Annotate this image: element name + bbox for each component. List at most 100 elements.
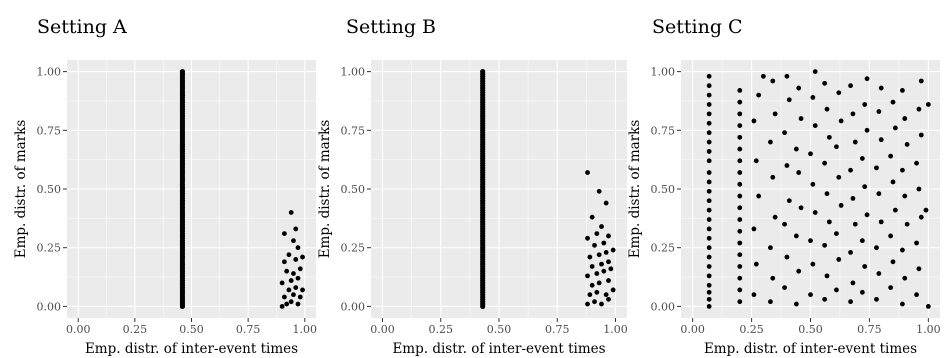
data-point [874, 165, 879, 171]
data-point [902, 116, 908, 121]
data-point [610, 287, 616, 293]
data-point [798, 205, 804, 211]
x-tick-label: 0.25 [739, 323, 764, 336]
data-point [706, 217, 712, 222]
data-point [284, 268, 290, 274]
data-point [925, 102, 931, 107]
data-point [874, 245, 879, 251]
y-tick-label: 0.25 [341, 242, 366, 255]
data-point [923, 207, 929, 213]
data-point [594, 289, 600, 295]
data-point [888, 153, 894, 159]
data-point [890, 99, 896, 105]
data-point [874, 296, 879, 302]
data-point [848, 299, 853, 305]
data-point [291, 292, 296, 298]
data-point [900, 167, 905, 173]
data-point [808, 292, 813, 298]
panel-1: Setting A 0.00 0.00 0.25 0.25 0.50 0.50 0.75 0.7… [13, 16, 317, 357]
data-point [297, 294, 303, 300]
data-point [589, 282, 595, 288]
data-point [737, 111, 743, 117]
data-point [706, 188, 712, 194]
data-point [838, 118, 844, 124]
data-point [751, 226, 757, 232]
data-point [706, 207, 712, 213]
data-point [606, 233, 611, 239]
data-point [876, 191, 882, 197]
data-point [902, 275, 908, 281]
data-point [753, 261, 759, 267]
data-point [768, 139, 773, 145]
data-point [706, 296, 712, 302]
data-point [824, 191, 830, 197]
data-point [878, 219, 884, 225]
data-point [796, 268, 802, 274]
data-point [599, 301, 604, 307]
data-point [286, 252, 292, 258]
data-point [737, 170, 743, 175]
data-point [706, 149, 712, 154]
data-point [596, 252, 602, 258]
y-tick-label: 0.75 [651, 124, 676, 137]
data-point [295, 301, 301, 307]
data-point [810, 181, 816, 187]
x-tick-label: 1.00 [916, 323, 941, 336]
data-point [834, 287, 839, 293]
data-point [900, 301, 905, 307]
data-point [608, 266, 614, 272]
data-point [603, 249, 609, 255]
data-point [768, 299, 773, 305]
data-point [706, 120, 712, 126]
data-point [822, 160, 828, 166]
data-point [706, 282, 712, 288]
data-point [914, 160, 919, 166]
data-point [706, 83, 712, 89]
data-point [793, 301, 799, 307]
data-point [737, 146, 743, 152]
y-tick-label: 1.00 [651, 66, 676, 79]
data-point [916, 106, 922, 112]
data-point [610, 247, 616, 253]
data-point [918, 78, 924, 84]
data-point [179, 69, 186, 75]
data-point [793, 233, 799, 239]
data-point [706, 158, 712, 164]
data-point [706, 289, 712, 295]
data-point [782, 221, 787, 227]
x-tick-label: 0.50 [179, 323, 204, 336]
data-point [587, 292, 593, 298]
data-point [798, 116, 804, 121]
data-point [293, 257, 299, 262]
data-point [834, 231, 839, 237]
x-tick-label: 0.75 [236, 323, 261, 336]
data-point [706, 102, 712, 107]
data-point [293, 226, 299, 232]
data-point [284, 301, 290, 307]
data-point [737, 123, 743, 129]
data-point [751, 118, 757, 124]
data-point [585, 273, 590, 279]
panel-2: Setting B 0.00 0.00 0.25 0.25 0.50 0.50 0.75 0.7… [317, 16, 628, 357]
y-tick-label: 0.25 [37, 242, 62, 255]
data-point [768, 245, 773, 251]
panel-title: Setting C [652, 16, 743, 38]
data-point [904, 141, 910, 147]
data-point [282, 231, 287, 237]
data-point [585, 170, 590, 175]
data-point [772, 111, 778, 117]
y-tick-label: 0.50 [37, 183, 62, 196]
data-point [706, 226, 712, 232]
data-point [826, 219, 832, 225]
data-point [706, 73, 712, 79]
data-point [888, 285, 894, 291]
x-axis-label: Emp. distr. of inter-event times [85, 341, 298, 357]
data-point [291, 271, 296, 276]
data-point [916, 266, 922, 272]
data-point [706, 92, 712, 98]
data-point [585, 235, 590, 241]
data-point [862, 184, 868, 190]
data-point [850, 195, 856, 201]
data-point [279, 303, 285, 309]
